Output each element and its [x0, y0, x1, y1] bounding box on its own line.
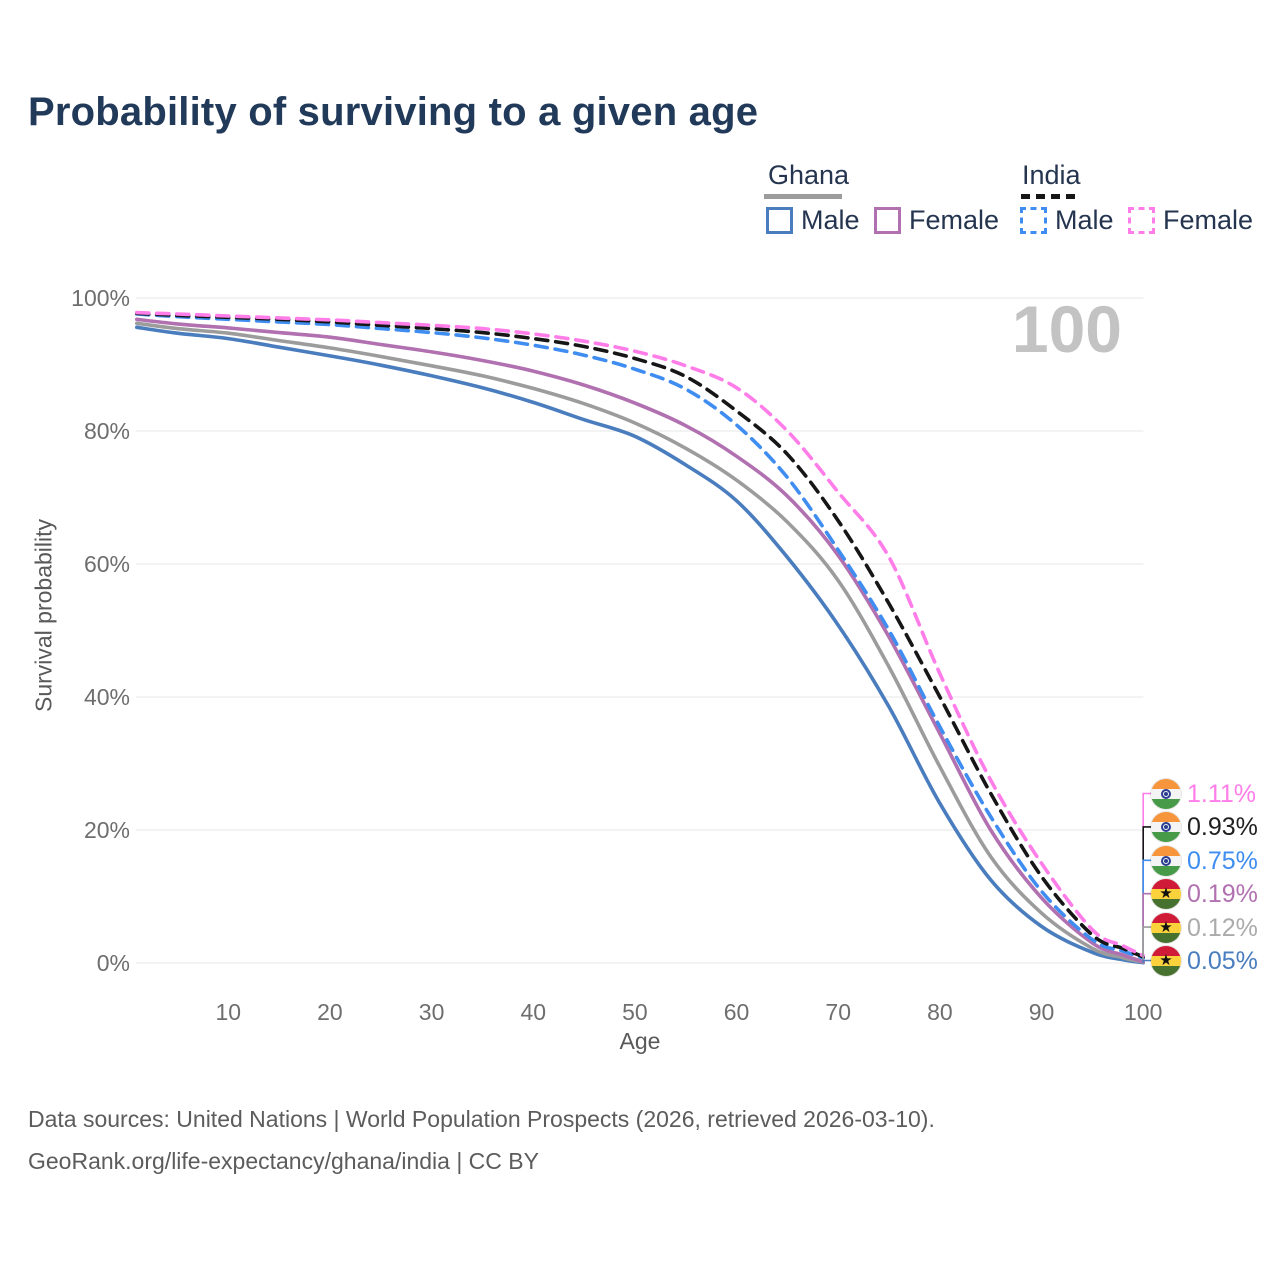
- x-tick-label: 10: [215, 999, 241, 1025]
- ghana-flag-icon: ★: [1151, 913, 1181, 943]
- y-tick-label: 20%: [84, 817, 130, 843]
- legend-country-india[interactable]: India: [1022, 160, 1081, 190]
- black-star-icon: ★: [1159, 952, 1173, 969]
- x-tick-label: 20: [317, 999, 343, 1025]
- x-tick-label: 70: [825, 999, 851, 1025]
- ghana-flag-icon: ★: [1151, 946, 1181, 976]
- series-line-ghana[interactable]: [135, 321, 1145, 964]
- x-tick-label: 30: [419, 999, 445, 1025]
- x-tick-label: 50: [622, 999, 648, 1025]
- x-tick-label: 80: [927, 999, 953, 1025]
- chakra-icon: [1161, 822, 1171, 832]
- legend-label-ghana-male[interactable]: Male: [801, 205, 860, 235]
- x-tick-label: 60: [724, 999, 750, 1025]
- ghana-flag-icon: ★: [1151, 879, 1181, 909]
- endpoint-value: 0.12%: [1187, 913, 1258, 942]
- footer-license[interactable]: GeoRank.org/life-expectancy/ghana/india …: [28, 1148, 539, 1174]
- x-axis-title: Age: [619, 1028, 661, 1054]
- series-line-india[interactable]: [135, 311, 1145, 959]
- y-axis-title: Survival probability: [30, 518, 57, 713]
- endpoint-value: 0.93%: [1187, 812, 1258, 841]
- endpoint-row: ★ 0.12%: [1151, 913, 1258, 943]
- legend-swatch-india-male[interactable]: [1020, 207, 1047, 234]
- legend-swatch-india-female[interactable]: [1128, 207, 1155, 234]
- legend-swatch-ghana-female[interactable]: [874, 207, 901, 234]
- x-tick-label: 90: [1029, 999, 1055, 1025]
- x-tick-label: 40: [520, 999, 546, 1025]
- india-flag-icon: [1151, 812, 1181, 842]
- legend-label-ghana-female[interactable]: Female: [909, 205, 1000, 235]
- india-flag-icon: [1151, 779, 1181, 809]
- legend-swatch-ghana-male[interactable]: [766, 207, 793, 234]
- y-tick-label: 40%: [84, 684, 130, 710]
- legend-india-line-swatch: [1021, 194, 1081, 199]
- hovered-age-watermark: 100: [1011, 292, 1122, 366]
- endpoint-value: 0.75%: [1187, 846, 1258, 875]
- chakra-icon: [1161, 856, 1171, 866]
- endpoint-row: 1.11%: [1151, 779, 1256, 809]
- page-title: Probability of surviving to a given age: [28, 90, 759, 134]
- black-star-icon: ★: [1159, 919, 1173, 936]
- y-tick-label: 80%: [84, 418, 130, 444]
- legend-ghana-line-swatch: [764, 194, 842, 199]
- y-tick-label: 100%: [71, 285, 130, 311]
- x-tick-label: 100: [1124, 999, 1162, 1025]
- endpoint-value: 0.05%: [1187, 946, 1258, 975]
- chakra-icon: [1161, 789, 1171, 799]
- y-tick-label: 60%: [84, 551, 130, 577]
- series-line-india-female[interactable]: [135, 310, 1145, 958]
- legend-label-india-male[interactable]: Male: [1055, 205, 1114, 235]
- series-line-india-male[interactable]: [135, 312, 1145, 960]
- endpoint-connector: [1142, 926, 1152, 963]
- y-tick-label: 0%: [97, 950, 130, 976]
- endpoint-value: 0.19%: [1187, 879, 1258, 908]
- endpoint-row: 0.75%: [1151, 846, 1258, 876]
- legend-country-ghana[interactable]: Ghana: [768, 160, 850, 190]
- series-line-ghana-male[interactable]: [135, 325, 1145, 965]
- footer-sources: Data sources: United Nations | World Pop…: [28, 1106, 935, 1132]
- series-line-ghana-female[interactable]: [135, 317, 1145, 964]
- black-star-icon: ★: [1159, 885, 1173, 902]
- endpoint-row: ★ 0.19%: [1151, 879, 1258, 909]
- endpoint-value: 1.11%: [1187, 779, 1257, 808]
- india-flag-icon: [1151, 846, 1181, 876]
- legend-label-india-female[interactable]: Female: [1163, 205, 1254, 235]
- endpoint-row: ★ 0.05%: [1151, 946, 1258, 976]
- endpoint-connector: [1142, 959, 1152, 963]
- endpoint-row: 0.93%: [1151, 812, 1258, 842]
